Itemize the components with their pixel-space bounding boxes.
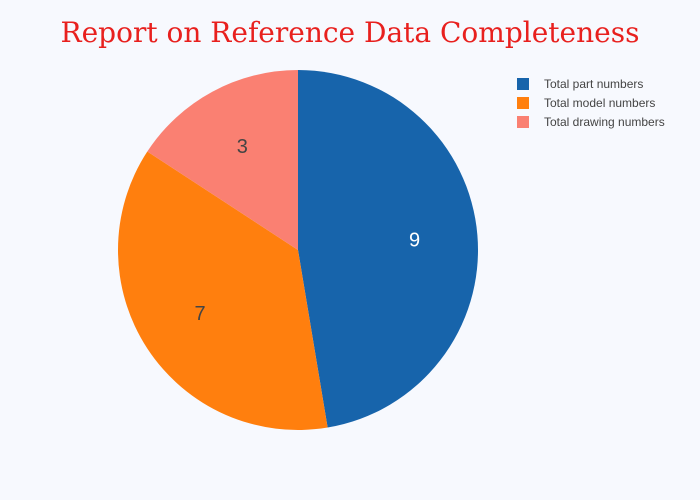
legend-item-3[interactable]: Total drawing numbers [512,112,665,131]
pie-slice-2[interactable] [117,151,328,431]
legend-item-1[interactable]: Total part numbers [512,74,665,93]
pie-slice-3[interactable] [147,70,298,250]
legend-label-3: Total drawing numbers [544,114,665,129]
pie-slice-1[interactable] [298,70,479,428]
legend-swatch-2 [517,96,529,109]
legend-label-2: Total model numbers [544,95,656,110]
pie-slice-label-1: 9 [409,229,420,251]
legend-label-1: Total part numbers [544,76,644,91]
legend-item-2[interactable]: Total model numbers [512,93,665,112]
legend-swatch-1 [517,77,529,90]
pie-slice-label-3: 3 [237,136,248,158]
legend-swatch-3 [517,115,529,128]
chart-title: Report on Reference Data Completeness [60,16,640,49]
chart-legend: Total part numbers Total model numbers Tot… [512,74,665,131]
pie-slice-label-2: 7 [194,303,205,325]
